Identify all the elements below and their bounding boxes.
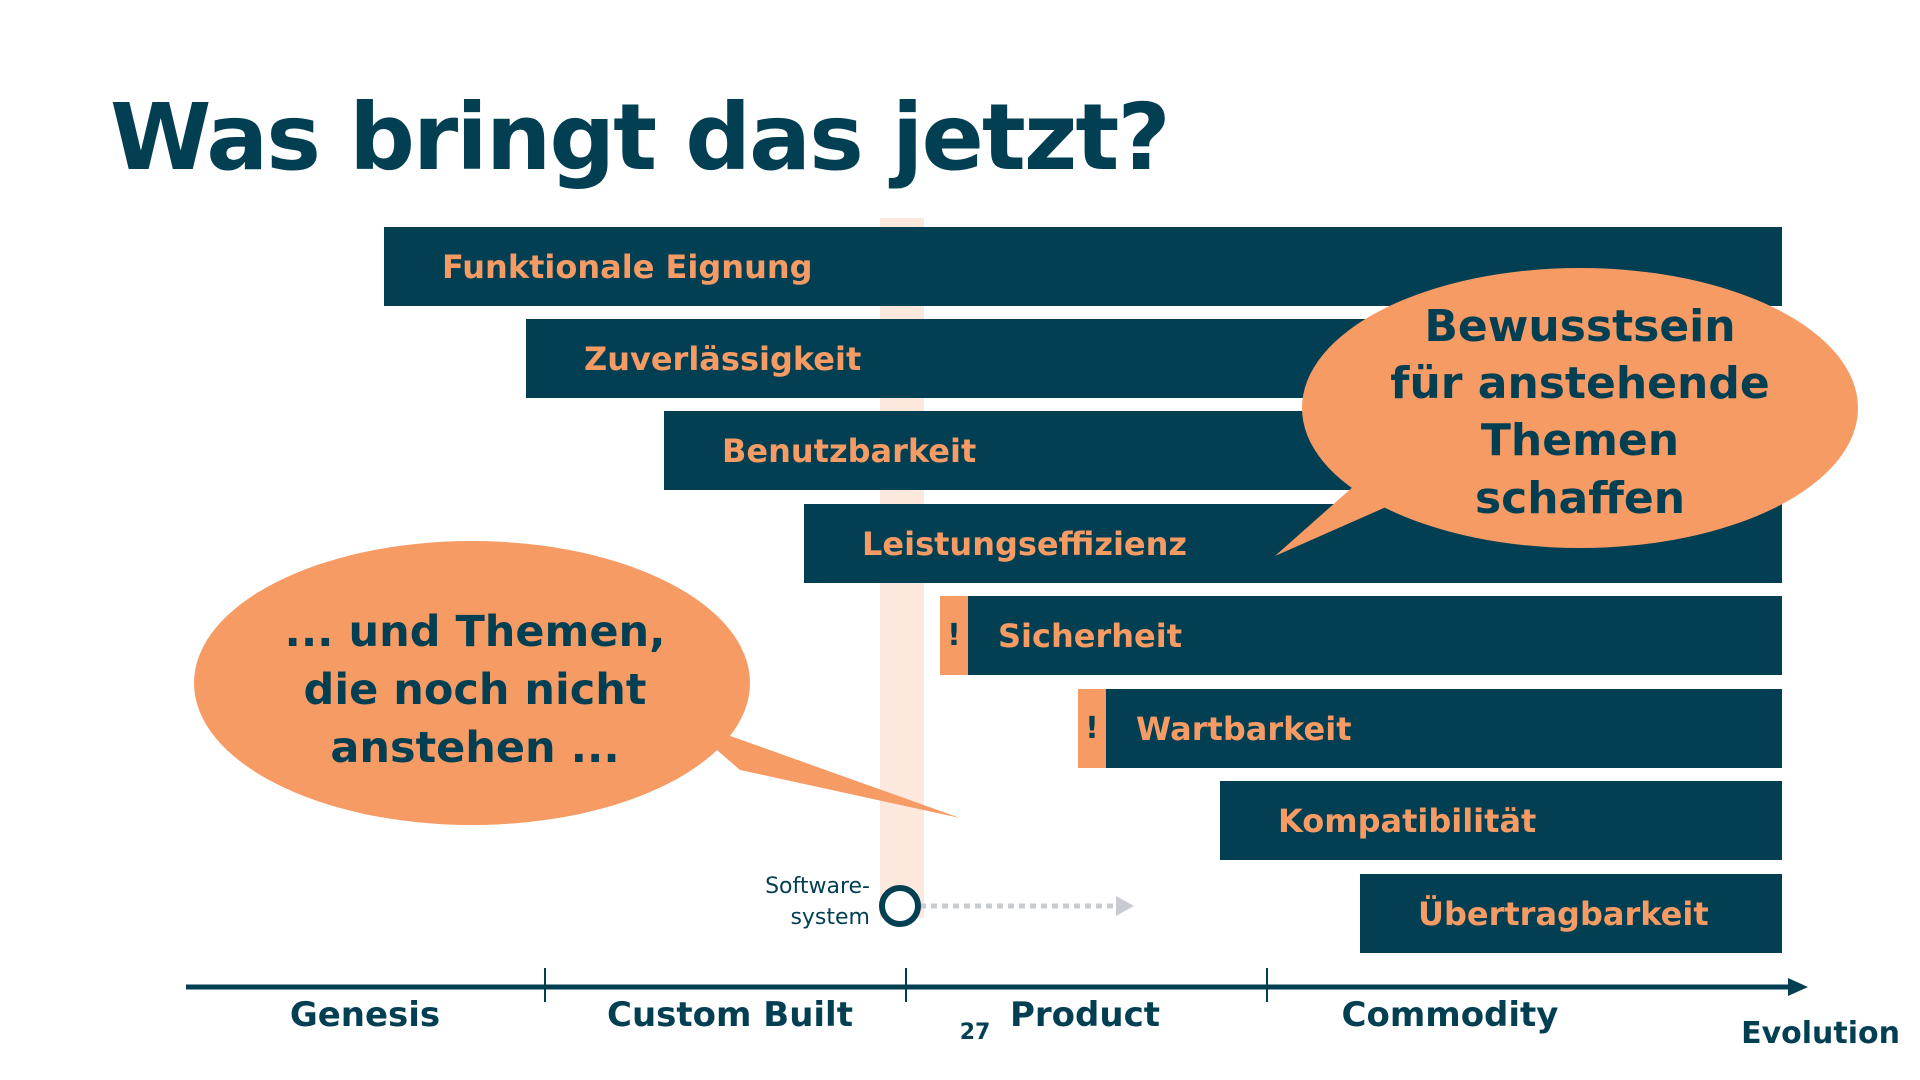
bubble-right-line: für anstehende xyxy=(1390,358,1770,410)
software-label-line: system xyxy=(790,904,870,930)
quality-bar-kompatibilitaet: Kompatibilität xyxy=(1220,781,1782,860)
quality-bar-sicherheit: ! Sicherheit xyxy=(940,596,1782,675)
quality-bar-wartbarkeit: ! Wartbarkeit xyxy=(1078,689,1782,768)
page-number: 27 xyxy=(959,1020,991,1045)
bubble-left-line: ... und Themen, xyxy=(284,607,666,657)
bubble-right-line: Themen xyxy=(1480,415,1680,467)
slide-title: Was bringt das jetzt? xyxy=(110,84,1171,191)
software-label-line: Software- xyxy=(765,874,870,899)
stage-label-custom-built: Custom Built xyxy=(607,995,853,1035)
axis-label-evolution: Evolution xyxy=(1741,1016,1900,1051)
bubble-right-text: Bewusstsein für anstehende Themen schaff… xyxy=(1380,298,1780,527)
stage-label-genesis: Genesis xyxy=(289,995,441,1035)
axis-arrowhead-icon xyxy=(1788,978,1808,996)
quality-bar-uebertragbarkeit: Übertragbarkeit xyxy=(1360,874,1782,953)
quality-bar-label: Wartbarkeit xyxy=(1136,709,1352,748)
quality-bar-label: Kompatibilität xyxy=(1278,801,1537,840)
quality-bar-label: Benutzbarkeit xyxy=(722,431,977,470)
software-system-marker xyxy=(879,885,921,927)
software-system-label: Software- system xyxy=(722,872,870,934)
bubble-right-line: schaffen xyxy=(1474,472,1686,524)
quality-bar-label: Zuverlässigkeit xyxy=(584,339,862,378)
stage-label-product: Product xyxy=(1010,995,1160,1035)
bubble-left-text: ... und Themen, die noch nicht anstehen … xyxy=(245,603,705,777)
bubble-right-line: Bewusstsein xyxy=(1424,301,1736,352)
exclamation-icon: ! xyxy=(1078,689,1106,768)
stage-label-commodity: Commodity xyxy=(1341,995,1559,1035)
speech-bubble-right xyxy=(1275,268,1858,556)
quality-bar-label: Übertragbarkeit xyxy=(1418,894,1709,933)
movement-arrowhead-icon xyxy=(1116,896,1134,916)
bubble-left-line: anstehen ... xyxy=(330,723,620,774)
quality-bar-label: Sicherheit xyxy=(998,616,1182,655)
bubble-left-line: die noch nicht xyxy=(303,665,647,716)
exclamation-icon: ! xyxy=(940,596,968,675)
speech-bubble-left xyxy=(194,541,960,825)
quality-bar-label: Leistungseffizienz xyxy=(862,524,1188,563)
quality-bar-label: Funktionale Eignung xyxy=(442,247,813,286)
